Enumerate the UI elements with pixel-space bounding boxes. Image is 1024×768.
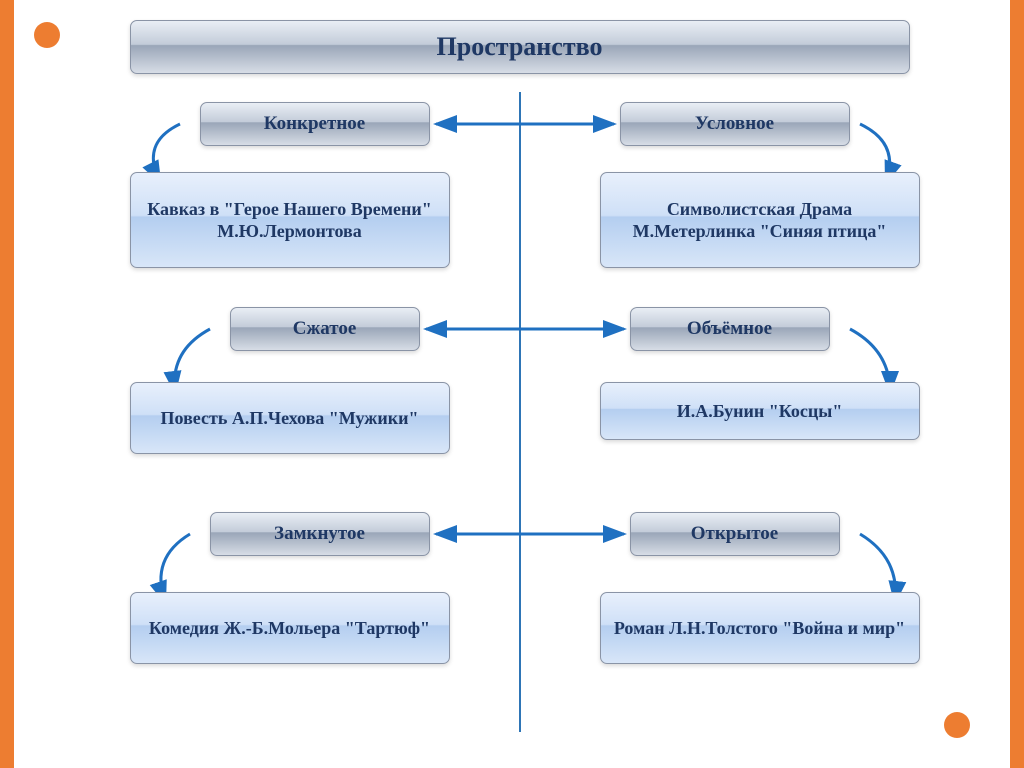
category-right-1-label: Объёмное [687, 318, 772, 340]
example-left-2-label: Комедия Ж.-Б.Мольера "Тартюф" [149, 617, 430, 640]
category-left-1-label: Сжатое [293, 318, 357, 340]
example-right-0: Символистская Драма М.Метерлинка "Синяя … [600, 172, 920, 268]
category-left-0: Конкретное [200, 102, 430, 146]
diagram-canvas: Конкретное Условное Кавказ в "Герое Нашего… [60, 92, 980, 732]
example-left-0-label: Кавказ в "Герое Нашего Времени" М.Ю.Лерм… [139, 198, 441, 243]
category-right-2: Открытое [630, 512, 840, 556]
category-left-1: Сжатое [230, 307, 420, 351]
category-left-2: Замкнутое [210, 512, 430, 556]
category-right-0-label: Условное [695, 113, 774, 135]
title-text: Пространство [437, 32, 603, 61]
example-left-0: Кавказ в "Герое Нашего Времени" М.Ю.Лерм… [130, 172, 450, 268]
category-left-2-label: Замкнутое [274, 523, 365, 545]
example-right-2: Роман Л.Н.Толстого "Война и мир" [600, 592, 920, 664]
example-right-2-label: Роман Л.Н.Толстого "Война и мир" [614, 617, 905, 640]
example-right-1: И.А.Бунин "Косцы" [600, 382, 920, 440]
example-right-0-label: Символистская Драма М.Метерлинка "Синяя … [609, 198, 911, 243]
category-right-2-label: Открытое [691, 523, 778, 545]
category-right-1: Объёмное [630, 307, 830, 351]
category-right-0: Условное [620, 102, 850, 146]
example-right-1-label: И.А.Бунин "Косцы" [677, 400, 843, 423]
accent-dot-top [34, 22, 60, 48]
example-left-1-label: Повесть А.П.Чехова "Мужики" [161, 407, 419, 430]
example-left-1: Повесть А.П.Чехова "Мужики" [130, 382, 450, 454]
example-left-2: Комедия Ж.-Б.Мольера "Тартюф" [130, 592, 450, 664]
title-box: Пространство [130, 20, 910, 74]
category-left-0-label: Конкретное [264, 113, 365, 135]
